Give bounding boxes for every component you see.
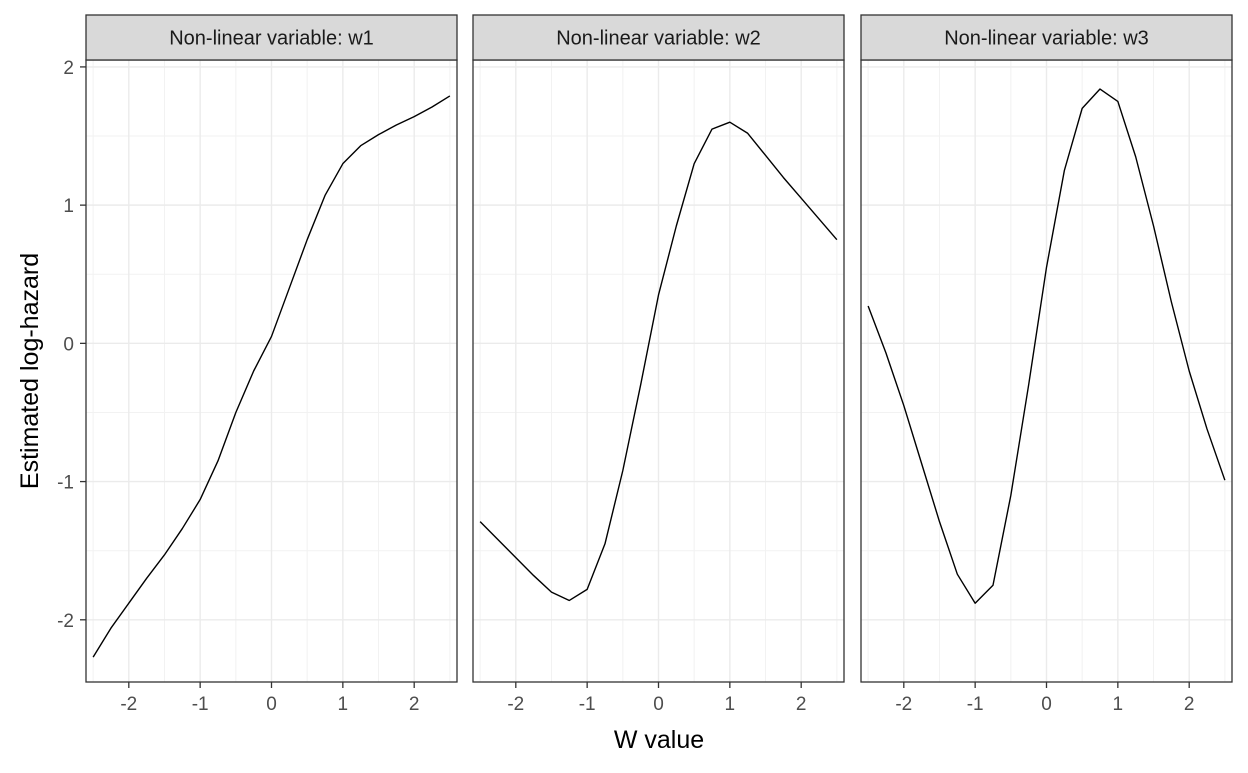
facet-strip [860, 14, 1233, 61]
x-tick-label: -2 [120, 694, 137, 715]
y-tick-label: -1 [57, 473, 74, 494]
series-line-1 [92, 95, 451, 658]
facet-panel-2: Non-linear variable: w2 -2 -1 0 1 2 [472, 14, 845, 715]
y-tick-label: 2 [63, 58, 74, 79]
y-axis-title: Estimated log-hazard [16, 253, 44, 489]
facet-strip-label: Non-linear variable: w2 [556, 28, 761, 50]
x-tick-label: 0 [1041, 694, 1052, 715]
y-tick-label: 1 [63, 196, 74, 217]
x-tick-label: 0 [266, 694, 277, 715]
x-tick-label: -2 [895, 694, 912, 715]
series-line-2 [479, 121, 838, 602]
x-tick-label: 1 [338, 694, 349, 715]
x-tick-label: 0 [653, 694, 664, 715]
x-tick-label: 2 [1184, 694, 1195, 715]
x-tick-label: -1 [579, 694, 596, 715]
x-axis-title: W value [614, 726, 704, 754]
facet-panel-3: Non-linear variable: w3 -2 -1 0 1 2 [860, 14, 1233, 715]
x-tick-label: -1 [192, 694, 209, 715]
x-tick-label: 2 [409, 694, 420, 715]
y-tick-label: -2 [57, 611, 74, 632]
x-tick-label: 1 [725, 694, 736, 715]
facet-strip [472, 14, 845, 61]
x-tick-label: -1 [967, 694, 984, 715]
facet-strip-label: Non-linear variable: w3 [944, 28, 1149, 50]
x-tick-label: 2 [796, 694, 807, 715]
facet-strip-label: Non-linear variable: w1 [169, 28, 374, 50]
x-tick-label: -2 [507, 694, 524, 715]
facet-strip [85, 14, 458, 61]
y-axis: -2 -1 0 1 2 [57, 58, 86, 632]
series-line-3 [867, 88, 1226, 604]
facet-panel-1: Non-linear variable: w1 -2 -1 0 1 2 [85, 14, 458, 715]
y-tick-label: 0 [63, 334, 74, 355]
x-tick-label: 1 [1113, 694, 1124, 715]
